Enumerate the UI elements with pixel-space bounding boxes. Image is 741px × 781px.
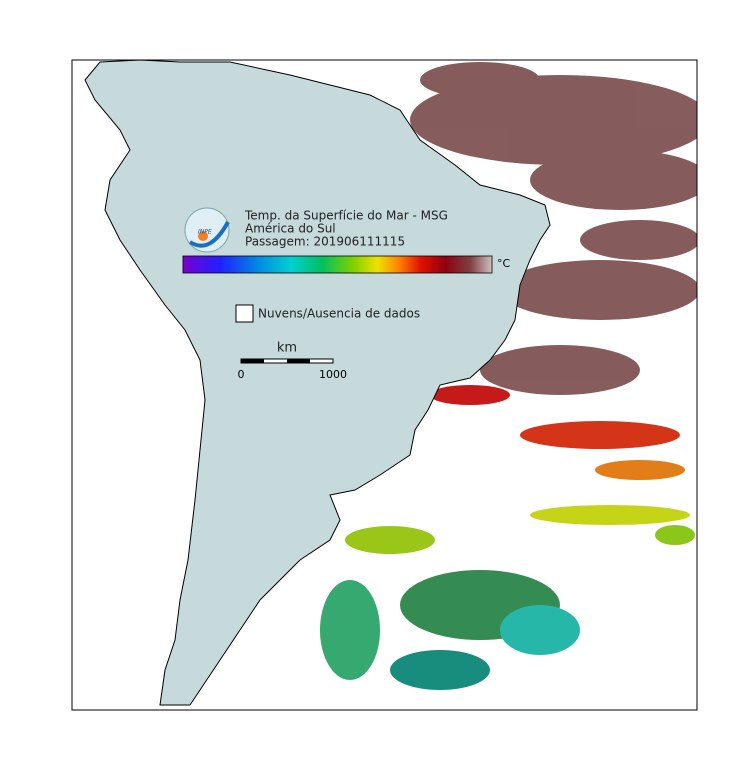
pass-time: Passagem: 201906111115 xyxy=(245,235,405,249)
title: Temp. da Superfície do Mar - MSG xyxy=(244,209,448,223)
legend-label: Nuvens/Ausencia de dados xyxy=(258,307,420,321)
scale-unit: km xyxy=(277,341,297,356)
sst-north xyxy=(410,62,697,395)
sst-south xyxy=(320,385,695,690)
scale-start: 0 xyxy=(238,368,245,381)
map-area xyxy=(84,60,697,706)
subtitle: América do Sul xyxy=(245,222,336,236)
logo-text: INPE xyxy=(198,229,212,236)
logo: INPE xyxy=(184,207,230,253)
colorbar xyxy=(182,255,493,274)
colorbar-unit: °C xyxy=(497,257,511,270)
legend-swatch xyxy=(235,304,254,323)
frame xyxy=(71,59,698,711)
scale-bar: km 0 1000 xyxy=(238,341,348,382)
scale-end: 1000 xyxy=(319,368,347,381)
